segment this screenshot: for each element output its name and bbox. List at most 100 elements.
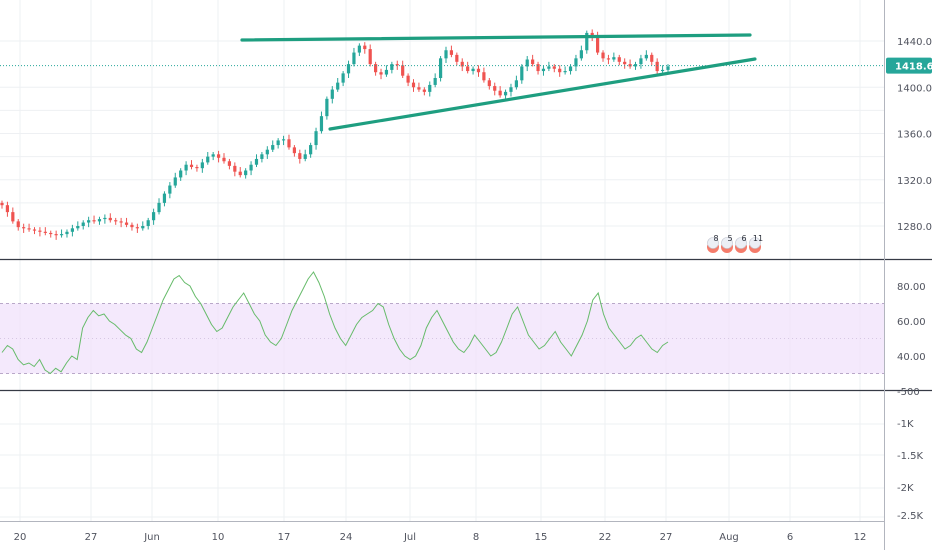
- rsi-tick-label: 40.00: [897, 352, 926, 363]
- candle-body: [27, 228, 31, 230]
- candle-body: [563, 71, 567, 73]
- candle-body: [601, 52, 605, 59]
- time-tick-label: 27: [85, 532, 98, 543]
- event-badge-count: 8: [713, 234, 718, 243]
- time-axis[interactable]: 20 27 Jun 10 17 24 Jul 8 15 22 27 Aug 6 12: [14, 532, 867, 543]
- candle-body: [471, 68, 475, 72]
- candle-body: [585, 32, 589, 51]
- dividend-flag-icon[interactable]: [735, 237, 747, 249]
- candle-body: [135, 227, 139, 229]
- candle-body: [103, 217, 107, 220]
- price-tick-label: 1440.00: [897, 37, 932, 48]
- dividend-flag-icon[interactable]: [749, 237, 761, 249]
- candle-body: [422, 89, 426, 92]
- candle-body: [124, 222, 129, 225]
- candle-body: [314, 131, 318, 146]
- candle-body: [49, 232, 53, 235]
- candle-body: [200, 162, 204, 169]
- dividend-flag-icon[interactable]: [707, 237, 719, 249]
- candle-body: [70, 228, 74, 232]
- candle-body: [406, 75, 410, 83]
- candle-body: [319, 116, 324, 132]
- candle-body: [146, 220, 150, 226]
- candle-body: [363, 45, 367, 50]
- price-tick-label: 1400.00: [897, 83, 932, 94]
- candle-body: [97, 219, 102, 222]
- time-tick-label: 6: [787, 532, 793, 543]
- candle-body: [22, 227, 26, 229]
- candle-body: [482, 72, 486, 81]
- rsi-tick-label: 80.00: [897, 282, 926, 293]
- event-badges[interactable]: 8 5 6 11: [707, 234, 763, 253]
- candle-body: [271, 145, 275, 150]
- candle-body: [531, 59, 535, 65]
- candle-body: [260, 154, 264, 159]
- candle-body: [76, 226, 80, 229]
- candle-body: [395, 64, 399, 66]
- candle-body: [568, 66, 573, 72]
- support-trendline[interactable]: [328, 57, 757, 131]
- candlestick-series: [0, 29, 670, 240]
- candle-body: [623, 61, 627, 65]
- dividend-flag-icon[interactable]: [721, 237, 733, 249]
- candle-body: [509, 87, 513, 92]
- candle-body: [330, 89, 334, 99]
- candle-body: [368, 49, 372, 65]
- candle-body: [341, 73, 345, 83]
- candle-body: [206, 156, 210, 163]
- candle-body: [476, 68, 481, 73]
- candle-body: [281, 139, 286, 141]
- time-tick-label: Jul: [403, 532, 416, 543]
- candle-body: [87, 220, 91, 223]
- candle-body: [466, 66, 470, 72]
- candle-body: [173, 177, 177, 186]
- candle-body: [558, 68, 562, 73]
- candle-body: [579, 50, 583, 59]
- candle-body: [303, 154, 307, 159]
- candle-body: [606, 58, 611, 60]
- candle-body: [162, 193, 167, 203]
- candle-body: [54, 234, 58, 236]
- time-tick-label: 24: [340, 532, 353, 543]
- candle-body: [552, 66, 556, 69]
- time-tick-label: 12: [854, 532, 867, 543]
- time-tick-label: 17: [278, 532, 291, 543]
- rsi-tick-label: 60.00: [897, 317, 926, 328]
- candle-body: [298, 153, 302, 159]
- candle-body: [16, 221, 20, 228]
- candle-body: [157, 202, 161, 213]
- candle-body: [179, 170, 183, 178]
- candle-body: [114, 220, 118, 222]
- candle-body: [152, 212, 156, 221]
- time-tick-label: Aug: [719, 532, 739, 543]
- price-axis[interactable]: 1440.00 1400.00 1360.00 1320.00 1280.00: [897, 37, 932, 233]
- candle-body: [541, 68, 546, 72]
- candle-body: [222, 157, 226, 162]
- candle-body: [596, 36, 600, 53]
- candle-body: [417, 87, 421, 90]
- candle-body: [184, 164, 188, 171]
- candle-body: [130, 224, 134, 228]
- candle-body: [612, 57, 616, 60]
- rsi-axis[interactable]: 80.00 60.00 40.00: [897, 282, 926, 363]
- candle-body: [379, 72, 383, 75]
- candle-body: [168, 185, 172, 194]
- candle-body: [650, 54, 654, 62]
- candle-body: [141, 226, 145, 229]
- candle-body: [460, 61, 464, 67]
- candle-body: [238, 171, 242, 176]
- rsi-line: [1, 271, 669, 375]
- volume-axis[interactable]: -500 -1K -1.5K -2K -2.5K: [897, 387, 924, 522]
- last-price-label: 1418.69: [895, 62, 932, 73]
- candle-body: [590, 32, 594, 37]
- candle-body: [59, 234, 64, 236]
- candle-body: [43, 231, 47, 233]
- candle-body: [514, 80, 518, 88]
- candle-body: [254, 158, 259, 165]
- candle-body: [119, 221, 123, 223]
- resistance-trendline[interactable]: [240, 33, 752, 42]
- time-tick-label: 8: [473, 532, 479, 543]
- candle-body: [244, 170, 248, 176]
- grid-layer: [0, 0, 884, 521]
